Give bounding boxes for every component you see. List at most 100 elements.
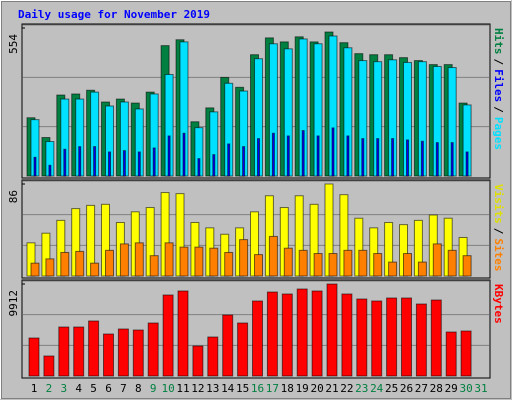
bar bbox=[222, 314, 234, 377]
bar bbox=[119, 243, 129, 277]
bar bbox=[197, 158, 201, 177]
bar bbox=[415, 303, 427, 377]
bar bbox=[108, 151, 111, 177]
bar bbox=[117, 328, 129, 377]
bar bbox=[149, 255, 159, 277]
bar bbox=[432, 243, 442, 277]
bar bbox=[326, 283, 338, 377]
legend-entry: Sites bbox=[492, 238, 505, 271]
y-tick-label: 86 bbox=[7, 190, 20, 203]
x-tick-label: 7 bbox=[120, 382, 127, 395]
x-tick-label: 29 bbox=[445, 382, 458, 395]
bar bbox=[132, 329, 144, 377]
legend: Hits / Files / Pages bbox=[492, 28, 505, 150]
bar bbox=[331, 127, 335, 177]
bar bbox=[63, 148, 67, 177]
bar bbox=[73, 326, 85, 377]
x-tick-label: 1 bbox=[31, 382, 38, 395]
bar bbox=[78, 146, 82, 177]
bar bbox=[164, 242, 174, 277]
bar bbox=[105, 249, 114, 277]
x-tick-label: 11 bbox=[176, 382, 189, 395]
bar bbox=[341, 293, 353, 377]
bar bbox=[465, 151, 469, 177]
bar bbox=[75, 250, 85, 277]
x-tick-label: 22 bbox=[340, 382, 353, 395]
bar bbox=[328, 253, 338, 277]
x-tick-label: 25 bbox=[385, 382, 398, 395]
bar bbox=[48, 164, 52, 177]
x-tick-label: 5 bbox=[90, 382, 97, 395]
bar bbox=[462, 255, 472, 277]
bar bbox=[450, 142, 454, 177]
bar bbox=[137, 151, 141, 177]
x-tick-label: 8 bbox=[135, 382, 142, 395]
bar bbox=[134, 242, 144, 277]
x-tick-label: 19 bbox=[296, 382, 309, 395]
bar bbox=[417, 261, 427, 277]
bar bbox=[271, 132, 275, 177]
bar bbox=[435, 142, 439, 177]
bar bbox=[212, 154, 216, 177]
bar bbox=[237, 322, 249, 377]
x-tick-label: 28 bbox=[430, 382, 443, 395]
bar bbox=[266, 291, 278, 377]
x-tick-label: 27 bbox=[415, 382, 428, 395]
y-tick-label: 9912 bbox=[7, 290, 20, 317]
legend-entry: Hits bbox=[492, 28, 505, 55]
legend-separator: / bbox=[492, 106, 505, 113]
chart-title: Daily usage for November 2019 bbox=[18, 8, 210, 21]
legend-entry: KBytes bbox=[492, 284, 505, 324]
legend: Visits / Sites bbox=[492, 184, 505, 272]
bar bbox=[403, 253, 412, 277]
bar bbox=[361, 138, 365, 177]
bar bbox=[356, 298, 368, 377]
bar bbox=[43, 355, 55, 377]
bar bbox=[227, 143, 231, 177]
bar bbox=[58, 326, 70, 377]
x-tick-label: 6 bbox=[105, 382, 112, 395]
bar bbox=[391, 138, 395, 177]
x-tick-label: 18 bbox=[281, 382, 294, 395]
bar bbox=[45, 258, 55, 277]
bar bbox=[311, 290, 323, 377]
bar bbox=[445, 331, 457, 377]
bar bbox=[301, 130, 305, 177]
bar bbox=[60, 251, 70, 277]
legend-entry: Pages bbox=[492, 117, 505, 150]
bar bbox=[209, 247, 219, 277]
x-tick-label: 4 bbox=[75, 382, 82, 395]
bar bbox=[167, 135, 171, 177]
bar bbox=[88, 320, 100, 377]
bar bbox=[103, 333, 114, 377]
x-tick-label: 30 bbox=[459, 382, 472, 395]
bar bbox=[257, 138, 260, 177]
legend-entry: Files bbox=[492, 69, 505, 102]
bar bbox=[430, 299, 442, 377]
x-tick-label: 26 bbox=[400, 382, 413, 395]
bar bbox=[460, 330, 472, 377]
x-tick-label: 20 bbox=[310, 382, 323, 395]
x-tick-label: 31 bbox=[474, 382, 487, 395]
bar bbox=[192, 345, 204, 377]
bar bbox=[373, 253, 383, 277]
bar bbox=[93, 146, 97, 177]
bar bbox=[147, 322, 159, 377]
bar bbox=[177, 290, 189, 377]
bar bbox=[343, 249, 353, 277]
x-tick-label: 15 bbox=[236, 382, 249, 395]
bar bbox=[182, 132, 186, 177]
bar bbox=[252, 300, 263, 377]
y-tick-label: 554 bbox=[7, 34, 20, 54]
bar bbox=[313, 253, 323, 277]
bar bbox=[388, 261, 398, 277]
x-tick-label: 10 bbox=[161, 382, 174, 395]
bar bbox=[358, 249, 368, 277]
legend-separator: / bbox=[492, 59, 505, 66]
bar bbox=[207, 336, 219, 377]
bar bbox=[33, 156, 37, 177]
bar bbox=[254, 254, 263, 277]
